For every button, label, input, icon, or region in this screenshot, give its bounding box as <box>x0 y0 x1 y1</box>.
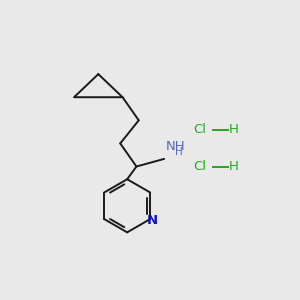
Text: Cl: Cl <box>194 160 206 173</box>
Text: Cl: Cl <box>194 123 206 136</box>
Text: H: H <box>229 160 238 173</box>
Text: N: N <box>147 214 158 227</box>
Text: H: H <box>175 147 183 157</box>
Text: NH: NH <box>165 140 185 153</box>
Text: H: H <box>229 123 238 136</box>
